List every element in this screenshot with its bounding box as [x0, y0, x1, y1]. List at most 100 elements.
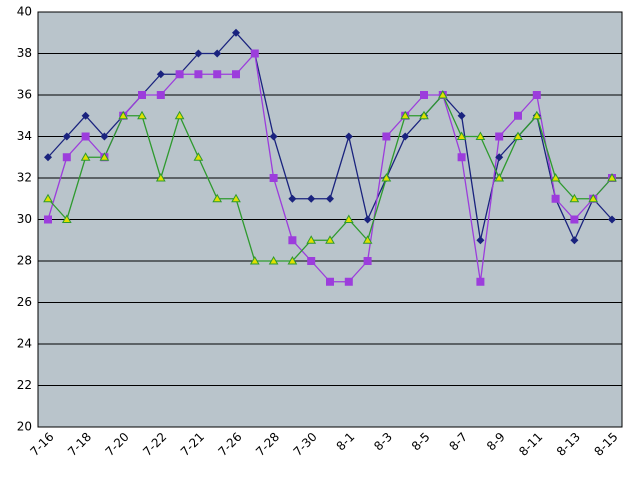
- point: [62, 132, 71, 141]
- point: [344, 277, 353, 286]
- point: [570, 215, 579, 224]
- y-tick-label: 32: [17, 171, 32, 185]
- x-tick-label: 7-26: [215, 430, 244, 459]
- point: [99, 152, 110, 161]
- point: [62, 153, 71, 162]
- point: [456, 131, 467, 140]
- point: [156, 70, 165, 79]
- point: [288, 194, 297, 203]
- x-tick-label: 7-30: [291, 430, 320, 459]
- y-tick-label: 24: [17, 337, 32, 351]
- point: [362, 235, 373, 244]
- point: [138, 91, 146, 99]
- point: [288, 236, 297, 245]
- x-tick-label: 7-22: [140, 430, 169, 459]
- x-tick-label: 8-13: [554, 430, 583, 459]
- x-tick-label: 7-21: [178, 430, 207, 459]
- point: [495, 153, 504, 162]
- point: [569, 193, 580, 203]
- point: [80, 152, 91, 161]
- point: [306, 235, 317, 244]
- point: [363, 257, 372, 265]
- point: [213, 70, 222, 79]
- x-tick-label: 8-3: [371, 430, 395, 454]
- point: [495, 132, 504, 141]
- point: [81, 132, 90, 141]
- point: [326, 194, 334, 203]
- y-tick-label: 40: [17, 5, 32, 19]
- point: [607, 172, 617, 182]
- point: [81, 111, 90, 120]
- point: [476, 277, 485, 286]
- x-tick-label: 7-16: [27, 430, 56, 459]
- point: [400, 110, 411, 120]
- point: [532, 91, 541, 99]
- point: [382, 132, 391, 141]
- point: [344, 132, 353, 141]
- point: [212, 193, 223, 203]
- point: [156, 91, 165, 99]
- y-tick-label: 36: [17, 88, 32, 102]
- x-tick-label: 7-18: [65, 430, 94, 459]
- y-tick-label: 20: [17, 420, 32, 434]
- point: [269, 174, 278, 182]
- point: [420, 91, 428, 99]
- point: [194, 70, 203, 79]
- y-tick-label: 30: [17, 212, 32, 226]
- point: [268, 255, 279, 265]
- point: [514, 111, 522, 120]
- x-tick-label: 7-20: [103, 430, 132, 459]
- point: [174, 110, 185, 120]
- x-tick-label: 8-15: [591, 430, 620, 459]
- x-tick-label: 8-5: [409, 430, 433, 454]
- point: [513, 131, 523, 140]
- point: [494, 172, 505, 182]
- point: [343, 214, 354, 223]
- point: [118, 110, 129, 120]
- point: [437, 89, 448, 99]
- point: [419, 110, 429, 120]
- point: [570, 236, 579, 245]
- point: [194, 49, 203, 58]
- point: [325, 235, 335, 244]
- point: [61, 214, 72, 223]
- x-tick-label: 8-11: [516, 430, 545, 459]
- point: [457, 153, 466, 162]
- point: [193, 152, 204, 161]
- y-tick-label: 28: [17, 254, 32, 268]
- point: [326, 277, 334, 286]
- point: [476, 236, 485, 245]
- point: [551, 194, 560, 203]
- point: [155, 172, 166, 182]
- point: [213, 49, 222, 58]
- point: [250, 49, 259, 58]
- point: [175, 70, 184, 79]
- point: [232, 28, 240, 37]
- y-tick-label: 22: [17, 378, 32, 392]
- point: [231, 193, 241, 203]
- x-tick-label: 8-9: [484, 430, 508, 454]
- point: [531, 110, 542, 120]
- point: [401, 132, 410, 141]
- point: [249, 255, 260, 265]
- point: [44, 215, 52, 224]
- point: [269, 132, 278, 141]
- point: [287, 255, 298, 265]
- point: [457, 111, 466, 120]
- point: [307, 194, 316, 203]
- point: [608, 215, 616, 224]
- y-tick-label: 26: [17, 295, 32, 309]
- x-tick-label: 8-1: [334, 430, 358, 454]
- point: [44, 153, 52, 162]
- point: [588, 193, 599, 203]
- point: [363, 215, 372, 224]
- y-tick-label: 38: [17, 46, 32, 60]
- x-tick-label: 8-7: [446, 430, 470, 454]
- point: [307, 257, 316, 265]
- point: [232, 70, 240, 79]
- point: [550, 172, 561, 182]
- point: [43, 193, 53, 203]
- point: [100, 132, 109, 141]
- point: [137, 110, 147, 120]
